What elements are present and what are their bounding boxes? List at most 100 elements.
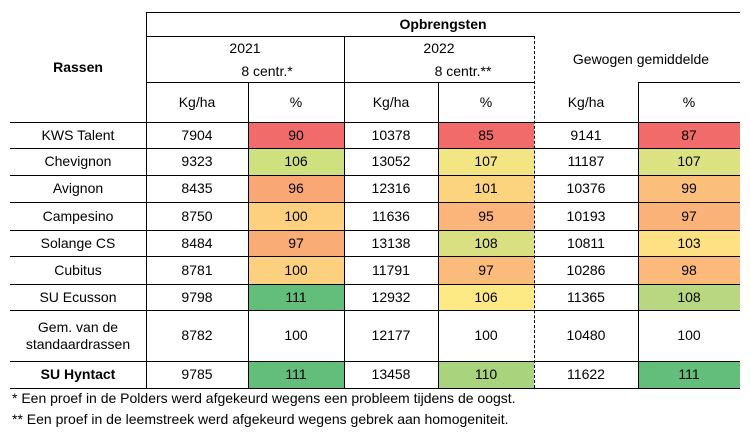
- heat-cell: [249, 285, 344, 310]
- kgha-avg: 11622: [567, 366, 605, 382]
- heat-cell: [639, 231, 740, 256]
- pct-avg: 98: [681, 261, 697, 278]
- kgha-2022: 12316: [371, 180, 411, 196]
- heat-cell: [249, 123, 344, 148]
- pct-2022: 101: [474, 180, 498, 196]
- kgha-2021: 7904: [181, 126, 213, 143]
- variety-name: SU Ecusson: [39, 288, 117, 305]
- pct-avg: 97: [681, 207, 697, 224]
- heat-cell: [249, 362, 344, 388]
- footnote-2: ** Een proef in de leemstreek werd afgek…: [12, 411, 509, 427]
- kgha-2022: 10378: [371, 126, 411, 143]
- kgha-2021: 8782: [181, 327, 213, 343]
- kgha-2022: 13138: [371, 234, 411, 251]
- heat-cell: [249, 176, 344, 202]
- row-divider: [10, 122, 740, 123]
- row-divider: [10, 175, 740, 176]
- heat-cell: [439, 231, 534, 256]
- kgha-avg: 9141: [570, 126, 602, 143]
- pct-2022: 95: [478, 207, 494, 224]
- heat-cell: [249, 257, 344, 284]
- variety-name: Solange CS: [40, 234, 116, 251]
- kgha-2021: 8435: [181, 180, 213, 196]
- pct-avg: 99: [681, 180, 697, 196]
- kgha-avg: 10480: [566, 327, 606, 343]
- heat-cell: [639, 203, 740, 230]
- heat-cell: [639, 285, 740, 310]
- kgha-2021: 9323: [181, 153, 213, 169]
- header-2021: 2021: [229, 39, 261, 56]
- pct-2021: 100: [284, 207, 308, 224]
- variety-name: Campesino: [42, 207, 114, 224]
- pct-avg: 103: [677, 234, 701, 251]
- pct-avg: 87: [681, 126, 697, 143]
- heat-cell: [439, 176, 534, 202]
- variety-name: Chevignon: [44, 153, 112, 169]
- pct-2021: 96: [288, 180, 304, 196]
- heat-cell: [639, 176, 740, 202]
- kgha-avg: 10193: [566, 207, 606, 224]
- kgha-avg: 10811: [567, 234, 605, 251]
- header-kgha-2022: Kg/ha: [372, 93, 410, 110]
- pct-2021: 111: [285, 366, 307, 382]
- pct-2021: 97: [288, 234, 304, 251]
- kgha-2021: 8484: [181, 234, 213, 251]
- kgha-2021: 8781: [181, 261, 213, 278]
- heat-cell: [439, 362, 534, 388]
- header-pct-avg: %: [682, 93, 696, 110]
- header-rassen: Rassen: [53, 58, 103, 75]
- pct-avg: 107: [677, 153, 701, 169]
- header-pct-2021: %: [289, 93, 303, 110]
- header-opbrengsten: Opbrengsten: [399, 15, 487, 32]
- pct-2021: 100: [284, 327, 308, 343]
- row-divider: [10, 230, 740, 231]
- kgha-2021: 9798: [181, 288, 213, 305]
- row-divider: [10, 310, 740, 311]
- pct-2022: 110: [474, 366, 498, 382]
- kgha-avg: 10376: [566, 180, 606, 196]
- pct-2022: 106: [474, 288, 498, 305]
- heat-cell: [439, 311, 534, 361]
- kgha-2022: 11636: [372, 207, 410, 224]
- heat-cell: [249, 231, 344, 256]
- variety-name: Cubitus: [54, 261, 102, 278]
- header-gewogen-gemiddelde: Gewogen gemiddelde: [572, 50, 710, 67]
- kgha-2022: 12932: [371, 288, 411, 305]
- header-kgha-2021: Kg/ha: [178, 93, 216, 110]
- heat-cell: [639, 257, 740, 284]
- heat-cell: [639, 311, 740, 361]
- kgha-2021: 8750: [181, 207, 213, 224]
- kgha-2022: 11791: [372, 261, 410, 278]
- row-divider: [10, 202, 740, 203]
- kgha-2022: 12177: [371, 327, 411, 343]
- row-divider: [10, 284, 740, 285]
- header-kgha-avg: Kg/ha: [567, 93, 605, 110]
- header-2022: 2022: [423, 39, 455, 56]
- heat-cell: [639, 149, 740, 175]
- row-divider: [10, 256, 740, 257]
- kgha-2022: 13458: [371, 366, 411, 382]
- variety-name: Avignon: [52, 180, 104, 196]
- kgha-avg: 11365: [567, 288, 605, 305]
- pct-avg: 100: [677, 327, 701, 343]
- pct-2021: 90: [288, 126, 304, 143]
- pct-2022: 107: [474, 153, 498, 169]
- heat-cell: [249, 203, 344, 230]
- variety-name: Gem. van de standaardrassen: [25, 318, 131, 352]
- header-pct-2022: %: [479, 93, 493, 110]
- pct-2021: 111: [285, 288, 307, 305]
- pct-2022: 97: [478, 261, 494, 278]
- heat-cell: [639, 123, 740, 148]
- row-divider: [10, 361, 740, 362]
- pct-avg: 108: [677, 288, 701, 305]
- heat-cell: [439, 123, 534, 148]
- heat-cell: [249, 149, 344, 175]
- variety-name: KWS Talent: [41, 126, 115, 143]
- kgha-avg: 11187: [567, 153, 605, 169]
- heat-cell: [439, 285, 534, 310]
- pct-avg: 111: [678, 366, 700, 382]
- kgha-avg: 10286: [566, 261, 606, 278]
- footnote-1: * Een proef in de Polders werd afgekeurd…: [12, 390, 516, 406]
- variety-name: SU Hyntact: [40, 366, 116, 382]
